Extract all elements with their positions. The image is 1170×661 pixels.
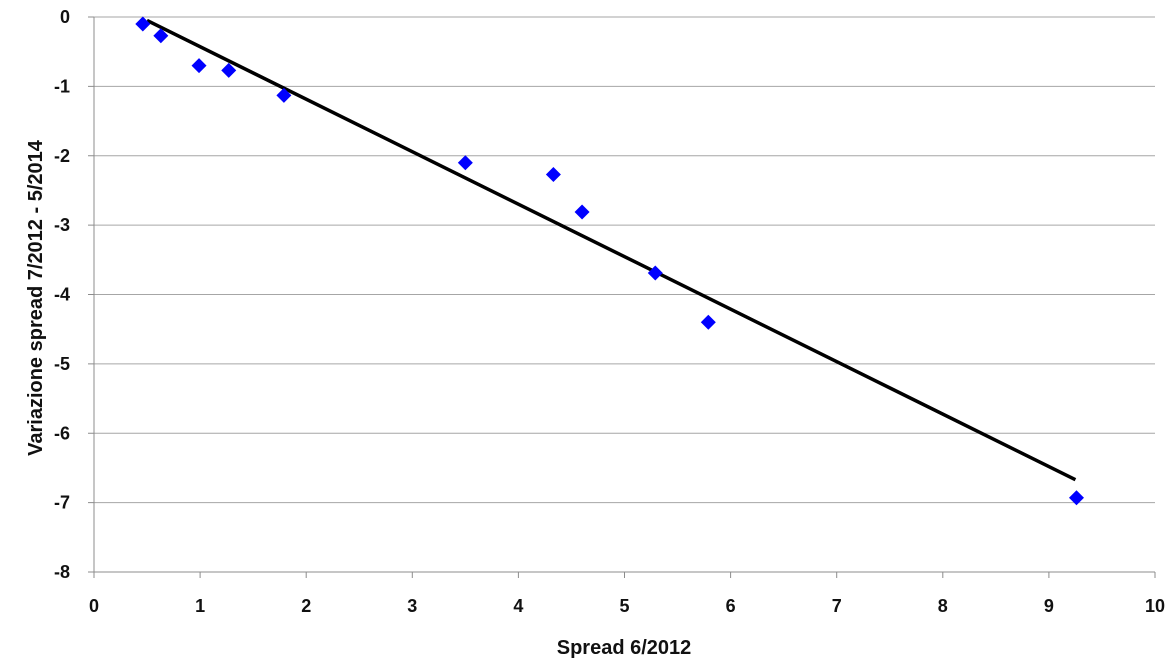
data-points	[135, 16, 1084, 506]
trendline	[146, 18, 1077, 482]
y-tick-label: -7	[54, 493, 70, 513]
x-axis-title: Spread 6/2012	[557, 637, 692, 659]
x-tick-label: 7	[832, 596, 842, 616]
x-tick-label: 0	[89, 596, 99, 616]
y-axis-title: Variazione spread 7/2012 - 5/2014	[25, 139, 47, 456]
data-point	[700, 314, 716, 330]
data-point	[191, 58, 207, 74]
data-point	[1068, 490, 1084, 506]
y-tick-label: -5	[54, 354, 70, 374]
data-point	[545, 166, 561, 182]
data-point	[153, 28, 169, 44]
y-tick-label: -6	[54, 423, 70, 443]
axes	[88, 16, 1156, 578]
x-tick-label: 6	[726, 596, 736, 616]
gridlines	[94, 16, 1155, 504]
x-tick-label: 3	[407, 596, 417, 616]
y-tick-label: -3	[54, 215, 70, 235]
trendline-layer	[146, 18, 1077, 482]
y-tick-label: -4	[54, 285, 70, 305]
x-tick-label: 2	[301, 596, 311, 616]
y-tick-label: -1	[54, 76, 70, 96]
data-point	[135, 16, 151, 32]
x-tick-label: 1	[195, 596, 205, 616]
y-tick-label: -8	[54, 562, 70, 582]
data-point	[276, 87, 292, 103]
data-point	[574, 204, 590, 220]
x-tick-label: 5	[619, 596, 629, 616]
y-tick-label: 0	[60, 7, 70, 27]
x-tick-label: 9	[1044, 596, 1054, 616]
data-point	[221, 62, 237, 78]
x-tick-label: 10	[1145, 596, 1165, 616]
data-point	[647, 265, 663, 281]
y-tick-label: -2	[54, 146, 70, 166]
tick-labels: 0 -1 -2 -3 -4 -5 -6 -7 -8 0 1 2 3 4 5 6 7 8 9 10	[54, 7, 1165, 616]
x-tick-label: 8	[938, 596, 948, 616]
x-tick-label: 4	[513, 596, 523, 616]
data-point	[457, 155, 473, 171]
